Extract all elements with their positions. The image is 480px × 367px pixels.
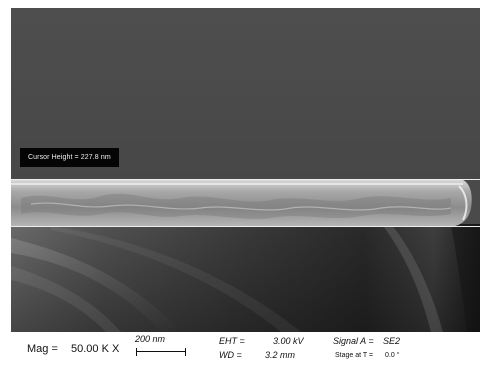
- magnification-value: 50.00 K X: [71, 343, 120, 355]
- cursor-height-label: Cursor Height = 227.8 nm: [20, 148, 119, 167]
- sem-image: [11, 8, 480, 332]
- signal-label: Signal A =: [333, 336, 374, 346]
- stage-tilt-label: Stage at T =: [335, 352, 374, 359]
- film-layer: [11, 180, 472, 226]
- working-distance-label: WD =: [219, 350, 242, 360]
- working-distance-value: 3.2 mm: [265, 350, 296, 360]
- eht-value: 3.00 kV: [273, 336, 304, 346]
- magnification-label: Mag =: [27, 343, 58, 355]
- eht-label: EHT =: [219, 336, 245, 346]
- sem-image-canvas: [11, 8, 480, 332]
- scale-bar-label: 200 nm: [135, 334, 166, 344]
- sem-data-bar: Mag = 50.00 K X 200 nm EHT = 3.00 kV WD …: [11, 332, 480, 367]
- scale-bar: [136, 348, 186, 356]
- stage-tilt-value: 0.0 °: [385, 352, 400, 359]
- signal-value: SE2: [383, 336, 401, 346]
